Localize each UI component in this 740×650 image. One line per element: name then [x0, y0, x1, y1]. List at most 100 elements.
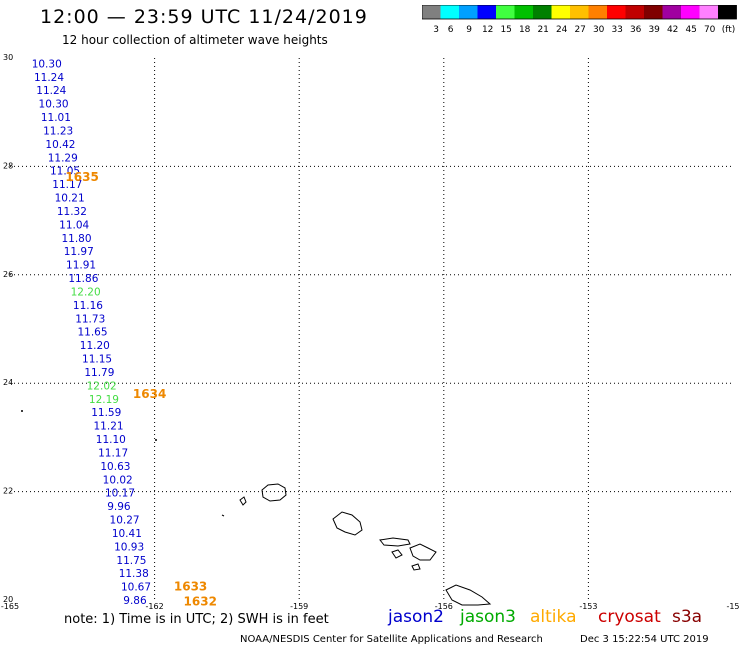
wave-height-reading: 11.16	[73, 300, 103, 312]
wave-height-reading: 11.24	[36, 85, 66, 97]
wave-height-reading: 11.79	[84, 367, 114, 379]
altimeter-track: 10.3011.2411.2410.3011.0111.2310.4211.29…	[32, 58, 217, 608]
satellite-jason2: jason2	[388, 607, 444, 627]
color-legend: 3 6 9 12 15 18 21 24 27 30 33 36 39 42 45 70 (ft)	[422, 5, 737, 35]
legend-label: 45	[685, 25, 696, 35]
lat-tick-label: 22	[3, 487, 13, 496]
wave-height-reading: 10.30	[39, 99, 69, 111]
island-lanai	[391, 549, 403, 559]
wave-height-reading: 10.93	[114, 541, 144, 553]
wave-height-reading: 11.65	[77, 327, 107, 339]
pass-time-label: 1632	[184, 595, 217, 609]
wave-height-reading: 10.27	[110, 515, 140, 527]
wave-height-reading: 10.21	[55, 193, 85, 205]
wave-height-reading: 10.41	[112, 528, 142, 540]
lon-tick-label: -156	[435, 602, 453, 611]
wave-height-reading: 10.67	[121, 582, 151, 594]
legend-label: 70	[704, 25, 716, 35]
legend-label: 21	[537, 25, 548, 35]
legend-label: 15	[500, 25, 511, 35]
wave-height-reading: 11.59	[91, 407, 121, 419]
legend-label: 12	[482, 25, 493, 35]
legend-label: 30	[593, 25, 605, 35]
lon-tick-label: -153	[579, 602, 597, 611]
pass-time-label: 1634	[133, 387, 166, 401]
chart-title: 12:00 — 23:59 UTC 11/24/2019	[40, 6, 368, 28]
wave-height-reading: 11.17	[52, 179, 82, 191]
wave-height-reading: 11.04	[59, 219, 89, 231]
legend-label: 6	[448, 25, 454, 35]
wave-height-reading: 11.38	[119, 568, 149, 580]
wave-height-reading: 12.20	[71, 286, 101, 298]
wave-height-reading: 11.29	[48, 152, 78, 164]
wave-height-reading: 9.86	[123, 595, 147, 607]
legend-unit: (ft)	[722, 25, 736, 35]
legend-label: 42	[667, 25, 678, 35]
wave-height-reading: 11.97	[64, 246, 94, 258]
legend-swatch	[440, 5, 459, 19]
wave-height-reading: 11.91	[66, 260, 96, 272]
wave-height-reading: 10.02	[103, 474, 133, 486]
legend-swatch	[625, 5, 644, 19]
wave-height-reading: 10.30	[32, 58, 62, 70]
wave-height-reading: 10.63	[100, 461, 130, 473]
island-molokai	[379, 537, 411, 547]
legend-swatch	[644, 5, 663, 19]
lat-tick-label: 30	[3, 53, 13, 62]
legend-swatch	[718, 5, 737, 19]
wave-height-reading: 11.24	[34, 72, 64, 84]
lat-tick-label: 20	[3, 595, 13, 604]
legend-label: 33	[611, 25, 622, 35]
legend-label: 24	[556, 25, 568, 35]
legend-swatch	[496, 5, 515, 19]
island-hawaii	[445, 584, 492, 606]
lat-tick-label: 26	[3, 270, 13, 279]
satellite-s3a: s3a	[672, 607, 703, 627]
wave-height-map: -165 -162 -159 -156 -153 -15 30 28 26 24 22 20 10.3…	[1, 53, 740, 611]
legend-swatch	[607, 5, 626, 19]
wave-height-reading: 11.80	[61, 233, 91, 245]
wave-height-reading: 11.75	[116, 555, 146, 567]
stray-points	[21, 410, 157, 441]
lon-tick-label: -159	[290, 602, 308, 611]
wave-height-reading: 11.10	[96, 434, 126, 446]
hawaiian-islands	[221, 483, 492, 606]
wave-height-reading: 11.20	[80, 340, 110, 352]
wave-height-reading: 11.15	[82, 354, 112, 366]
legend-swatch	[514, 5, 533, 19]
legend-swatch	[551, 5, 570, 19]
legend-label: 9	[466, 25, 472, 35]
island-kauai	[261, 483, 287, 502]
map-grid: -165 -162 -159 -156 -153 -15 30 28 26 24 22 20	[1, 53, 740, 611]
lat-tick-label: 24	[3, 378, 13, 387]
legend-label: 39	[648, 25, 660, 35]
legend-label: 18	[519, 25, 531, 35]
legend-swatch	[422, 5, 441, 19]
legend-swatch	[699, 5, 718, 19]
legend-swatch	[662, 5, 681, 19]
wave-height-reading: 10.42	[45, 139, 75, 151]
satellite-altika: altika	[530, 607, 577, 627]
chart-subtitle: 12 hour collection of altimeter wave hei…	[62, 33, 328, 47]
pass-time-label: 1633	[174, 579, 207, 593]
legend-swatch	[477, 5, 496, 19]
legend-swatch	[681, 5, 700, 19]
wave-height-reading: 10.17	[105, 488, 135, 500]
island-niihau	[239, 496, 247, 506]
wave-height-reading: 11.32	[57, 206, 87, 218]
generated-timestamp: Dec 3 15:22:54 UTC 2019	[580, 634, 709, 645]
island-nihoa	[221, 514, 225, 517]
wave-height-reading: 11.86	[68, 273, 98, 285]
legend-label: 27	[574, 25, 585, 35]
legend-swatch	[588, 5, 607, 19]
lat-tick-label: 28	[3, 161, 13, 170]
wave-height-reading: 11.01	[41, 112, 71, 124]
wave-height-reading: 12.02	[87, 380, 117, 392]
legend-label: 3	[433, 25, 439, 35]
lon-tick-label: -162	[146, 602, 164, 611]
satellite-jason3: jason3	[460, 607, 516, 627]
wave-height-reading: 11.23	[43, 125, 73, 137]
wave-height-reading: 11.17	[98, 447, 128, 459]
legend-swatch	[533, 5, 552, 19]
island-maui	[409, 543, 437, 561]
